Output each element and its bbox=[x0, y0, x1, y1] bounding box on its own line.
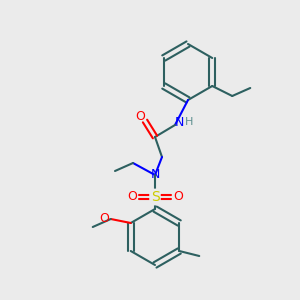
Text: O: O bbox=[127, 190, 137, 203]
Text: S: S bbox=[151, 190, 159, 204]
Text: H: H bbox=[185, 117, 193, 127]
Text: O: O bbox=[99, 212, 109, 224]
Text: N: N bbox=[174, 116, 184, 128]
Text: N: N bbox=[150, 167, 160, 181]
Text: O: O bbox=[173, 190, 183, 203]
Text: O: O bbox=[135, 110, 145, 122]
